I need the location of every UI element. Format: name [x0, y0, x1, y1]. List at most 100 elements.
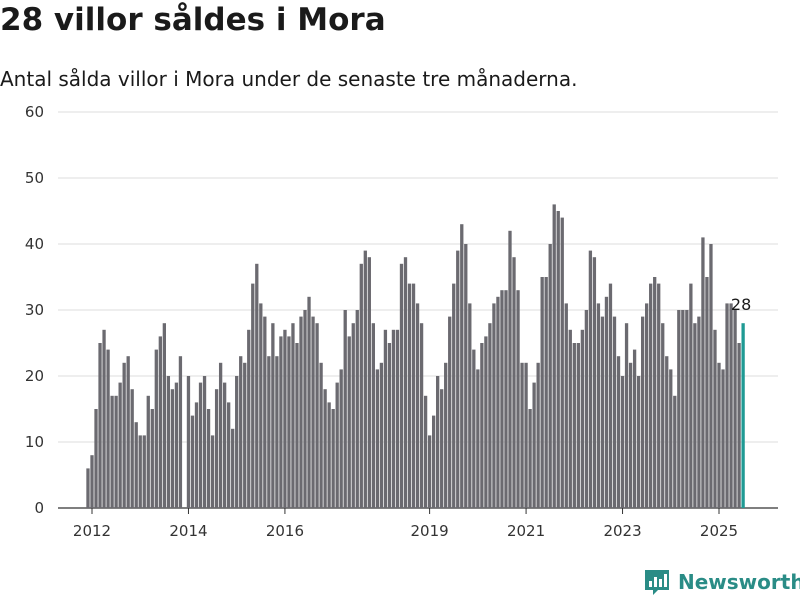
bar[interactable]: [295, 343, 299, 508]
bar[interactable]: [628, 362, 633, 508]
bar[interactable]: [512, 257, 516, 508]
bar[interactable]: [488, 323, 492, 508]
bar[interactable]: [544, 277, 548, 508]
bar[interactable]: [319, 362, 323, 508]
bar[interactable]: [705, 277, 709, 508]
bar[interactable]: [681, 310, 685, 508]
bar[interactable]: [536, 362, 540, 508]
bar[interactable]: [608, 283, 613, 508]
bar[interactable]: [343, 310, 347, 508]
bar[interactable]: [387, 343, 392, 508]
bar[interactable]: [379, 362, 384, 508]
bar[interactable]: [110, 395, 114, 508]
bar[interactable]: [444, 362, 448, 508]
bar[interactable]: [508, 230, 512, 509]
bar[interactable]: [669, 369, 673, 508]
bar[interactable]: [90, 455, 94, 508]
bar[interactable]: [548, 244, 552, 508]
bar[interactable]: [303, 310, 307, 508]
bar[interactable]: [640, 316, 645, 508]
bar[interactable]: [227, 402, 231, 508]
bar[interactable]: [504, 290, 508, 508]
bar[interactable]: [307, 296, 311, 508]
bar[interactable]: [677, 310, 681, 508]
bar[interactable]: [419, 323, 424, 508]
bar[interactable]: [134, 422, 138, 508]
bar[interactable]: [279, 336, 283, 508]
bar[interactable]: [440, 389, 444, 508]
bar[interactable]: [645, 303, 649, 508]
bar[interactable]: [564, 303, 568, 508]
newsworthy-brand[interactable]: Newsworthy: [644, 568, 800, 596]
bar[interactable]: [403, 257, 408, 508]
bar[interactable]: [162, 323, 166, 508]
bar[interactable]: [431, 415, 436, 508]
bar[interactable]: [178, 356, 183, 508]
bar[interactable]: [472, 349, 476, 508]
bar[interactable]: [395, 329, 400, 508]
bar[interactable]: [126, 356, 130, 508]
bar[interactable]: [339, 369, 343, 508]
bar[interactable]: [243, 362, 247, 508]
bar[interactable]: [604, 296, 609, 508]
bar[interactable]: [464, 244, 468, 508]
bar[interactable]: [371, 323, 375, 508]
bar[interactable]: [540, 277, 544, 508]
bar[interactable]: [275, 356, 279, 508]
bar[interactable]: [693, 323, 697, 508]
bar[interactable]: [106, 349, 110, 508]
bar[interactable]: [391, 329, 396, 508]
bar[interactable]: [231, 428, 235, 508]
bar[interactable]: [247, 329, 251, 508]
bar[interactable]: [520, 362, 524, 508]
bar[interactable]: [166, 376, 171, 508]
bar[interactable]: [592, 257, 597, 508]
bar[interactable]: [709, 244, 713, 508]
bar[interactable]: [206, 409, 211, 508]
bar[interactable]: [235, 376, 239, 508]
bar[interactable]: [576, 343, 580, 508]
bar[interactable]: [624, 323, 629, 508]
bar[interactable]: [122, 362, 126, 508]
bar[interactable]: [657, 283, 661, 508]
bar[interactable]: [351, 323, 355, 508]
bar[interactable]: [98, 343, 102, 508]
bar[interactable]: [271, 323, 275, 508]
bar[interactable]: [154, 349, 158, 508]
bar[interactable]: [620, 376, 625, 508]
bar[interactable]: [210, 435, 215, 508]
bar[interactable]: [600, 316, 605, 508]
bar[interactable]: [170, 389, 175, 508]
bar[interactable]: [359, 263, 363, 508]
bar[interactable]: [653, 277, 657, 508]
bar[interactable]: [685, 310, 689, 508]
bar[interactable]: [114, 395, 118, 508]
bar[interactable]: [214, 389, 219, 508]
bar[interactable]: [632, 349, 637, 508]
bar[interactable]: [263, 316, 267, 508]
bar[interactable]: [733, 310, 737, 508]
bar[interactable]: [556, 211, 560, 508]
bar[interactable]: [636, 376, 641, 508]
bar[interactable]: [689, 283, 693, 508]
bar[interactable]: [283, 329, 287, 508]
bar[interactable]: [496, 296, 500, 508]
bar[interactable]: [661, 323, 665, 508]
bar[interactable]: [194, 402, 199, 508]
bar[interactable]: [102, 329, 106, 508]
bar[interactable]: [259, 303, 263, 508]
bar[interactable]: [415, 303, 420, 508]
bar[interactable]: [532, 382, 536, 508]
bar[interactable]: [436, 376, 440, 508]
bar[interactable]: [480, 343, 484, 508]
bar[interactable]: [456, 250, 460, 508]
bar[interactable]: [222, 382, 227, 508]
bar[interactable]: [516, 290, 520, 508]
bar[interactable]: [287, 336, 291, 508]
bar[interactable]: [202, 376, 207, 508]
bar[interactable]: [130, 389, 134, 508]
bar[interactable]: [335, 382, 339, 508]
bar[interactable]: [94, 409, 98, 508]
bar[interactable]: [584, 310, 589, 508]
bar[interactable]: [315, 323, 319, 508]
